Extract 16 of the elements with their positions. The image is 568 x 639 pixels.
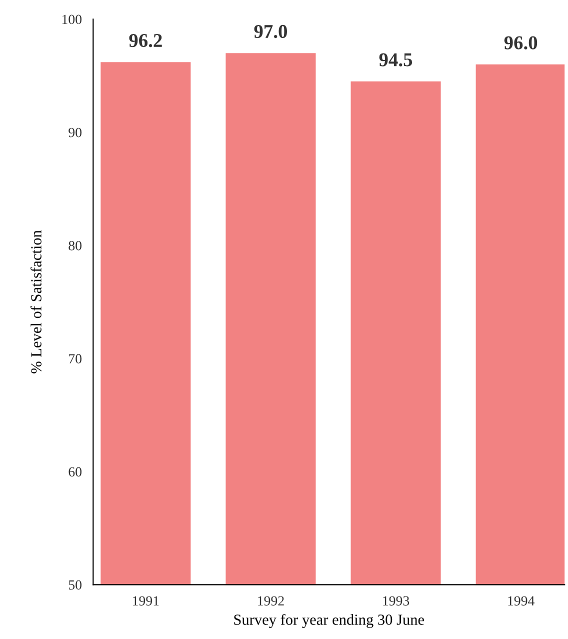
y-tick-label: 90 xyxy=(68,128,82,138)
x-tick-label: 1992 xyxy=(258,596,284,606)
x-tick-label: 1993 xyxy=(383,596,410,606)
y-tick-label: 70 xyxy=(69,354,82,364)
y-axis-title: % Level of Satisfaction xyxy=(30,230,42,374)
data-label: 94.5 xyxy=(379,53,412,66)
data-label: 97.0 xyxy=(254,24,287,38)
y-tick-label: 100 xyxy=(62,14,82,24)
data-label: 96.0 xyxy=(504,36,538,50)
y-tick-label: 60 xyxy=(68,467,82,477)
y-tick-label: 50 xyxy=(68,580,82,590)
data-label: 96.2 xyxy=(129,34,162,48)
x-tick-label: 1991 xyxy=(133,596,159,606)
x-tick-label: 1994 xyxy=(508,596,534,606)
y-tick-label: 80 xyxy=(68,240,82,250)
x-axis-title: Survey for year ending 30 June xyxy=(234,614,424,628)
